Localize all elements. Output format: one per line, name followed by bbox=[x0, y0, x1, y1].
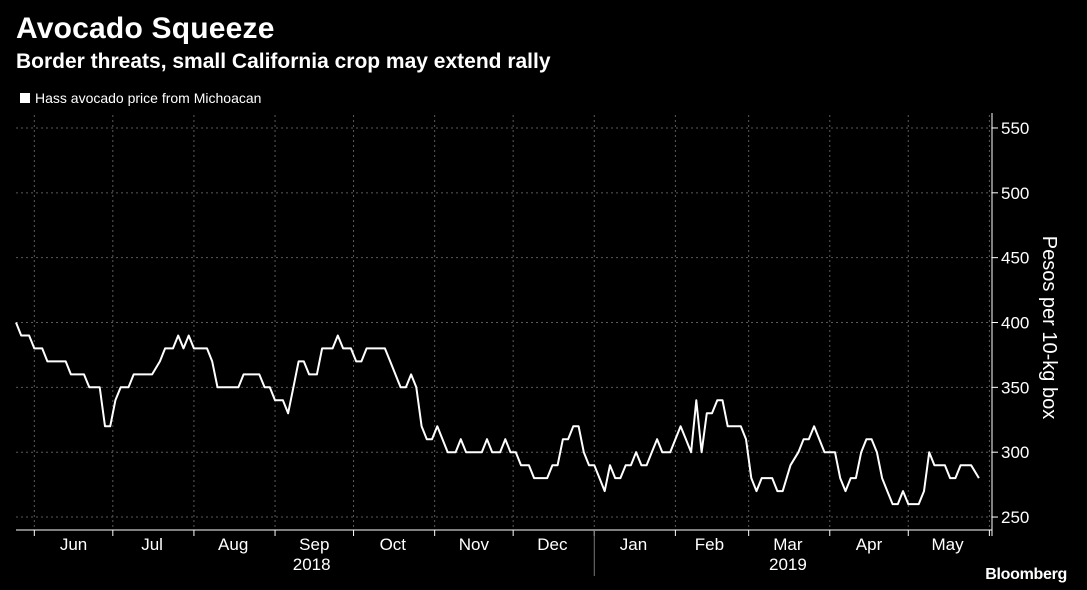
x-tick-label-may: May bbox=[931, 535, 964, 554]
x-tick-label-jan: Jan bbox=[620, 535, 647, 554]
x-tick-label-sep: Sep bbox=[299, 535, 329, 554]
y-tick-label-400: 400 bbox=[1001, 314, 1029, 333]
y-tick-label-450: 450 bbox=[1001, 249, 1029, 268]
year-label-2018: 2018 bbox=[293, 555, 331, 574]
chart-title: Avocado Squeeze bbox=[16, 12, 275, 45]
x-tick-label-dec: Dec bbox=[537, 535, 568, 554]
y-axis-title: Pesos per 10-kg box bbox=[1038, 236, 1060, 419]
x-tick-label-nov: Nov bbox=[459, 535, 490, 554]
y-tick-label-550: 550 bbox=[1001, 119, 1029, 138]
x-tick-label-jun: Jun bbox=[60, 535, 87, 554]
x-tick-label-feb: Feb bbox=[695, 535, 724, 554]
bloomberg-logo: Bloomberg bbox=[985, 566, 1067, 583]
x-tick-label-apr: Apr bbox=[856, 535, 883, 554]
series-line-0 bbox=[15, 322, 980, 506]
y-tick-label-250: 250 bbox=[1001, 508, 1029, 527]
legend-label: Hass avocado price from Michoacan bbox=[35, 90, 262, 106]
y-tick-label-500: 500 bbox=[1001, 184, 1029, 203]
x-tick-label-aug: Aug bbox=[218, 535, 248, 554]
y-tick-label-350: 350 bbox=[1001, 378, 1029, 397]
legend-swatch-icon bbox=[20, 93, 30, 103]
chart-subtitle: Border threats, small California crop ma… bbox=[16, 50, 551, 73]
legend: Hass avocado price from Michoacan bbox=[20, 90, 261, 106]
x-tick-label-oct: Oct bbox=[380, 535, 407, 554]
x-tick-label-mar: Mar bbox=[773, 535, 803, 554]
year-label-2019: 2019 bbox=[769, 555, 807, 574]
y-tick-label-300: 300 bbox=[1001, 443, 1029, 462]
x-tick-label-jul: Jul bbox=[141, 535, 163, 554]
